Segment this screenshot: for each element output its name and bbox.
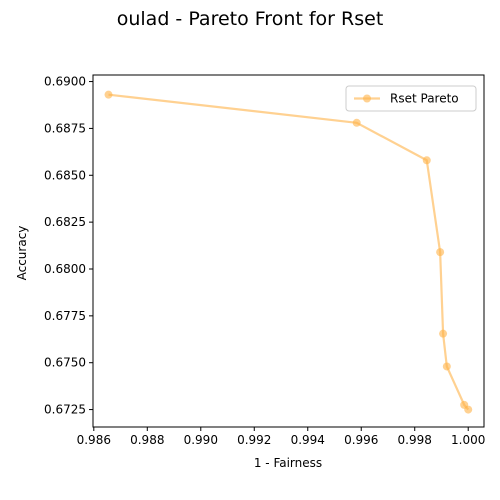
y-tick-label: 0.6875 — [44, 121, 86, 135]
y-tick-label: 0.6825 — [44, 215, 86, 229]
legend-box — [345, 85, 477, 112]
data-point — [422, 156, 431, 165]
y-tick-label: 0.6750 — [44, 356, 86, 370]
x-axis-label: 1 - Fairness — [254, 456, 322, 470]
x-tick-label: 0.998 — [398, 433, 432, 447]
axes-frame — [92, 74, 485, 428]
series-line — [108, 93, 470, 411]
y-tick-label: 0.6725 — [44, 403, 86, 417]
data-point — [464, 405, 473, 414]
x-tick-label: 0.994 — [291, 433, 325, 447]
x-tick-label: 1.000 — [451, 433, 485, 447]
x-tick-label: 0.990 — [184, 433, 218, 447]
data-point — [439, 329, 448, 338]
x-tick-label: 0.988 — [130, 433, 164, 447]
y-tick-label: 0.6800 — [44, 262, 86, 276]
data-point — [104, 90, 113, 99]
x-tick-label: 0.986 — [77, 433, 111, 447]
y-tick-label: 0.6850 — [44, 168, 86, 182]
legend: Rset Pareto — [345, 85, 477, 112]
data-point — [436, 248, 445, 257]
y-tick-label: 0.6775 — [44, 309, 86, 323]
chart-title: oulad - Pareto Front for Rset — [117, 8, 384, 30]
plot-area — [104, 90, 473, 414]
data-point — [442, 362, 451, 371]
data-point — [352, 118, 361, 127]
y-tick-label: 0.6900 — [44, 75, 86, 89]
x-axis-ticks: 0.986 0.988 0.990 0.992 0.994 0.996 0.998 1.000 — [77, 427, 485, 447]
x-tick-label: 0.996 — [344, 433, 378, 447]
legend-label: Rset Pareto — [390, 92, 459, 106]
y-axis-ticks: 0.6725 0.6750 0.6775 0.6800 0.6825 0.6850 0.68… — [44, 75, 93, 417]
y-axis-label: Accuracy — [15, 226, 29, 281]
x-tick-label: 0.992 — [237, 433, 271, 447]
legend-marker — [363, 94, 371, 103]
